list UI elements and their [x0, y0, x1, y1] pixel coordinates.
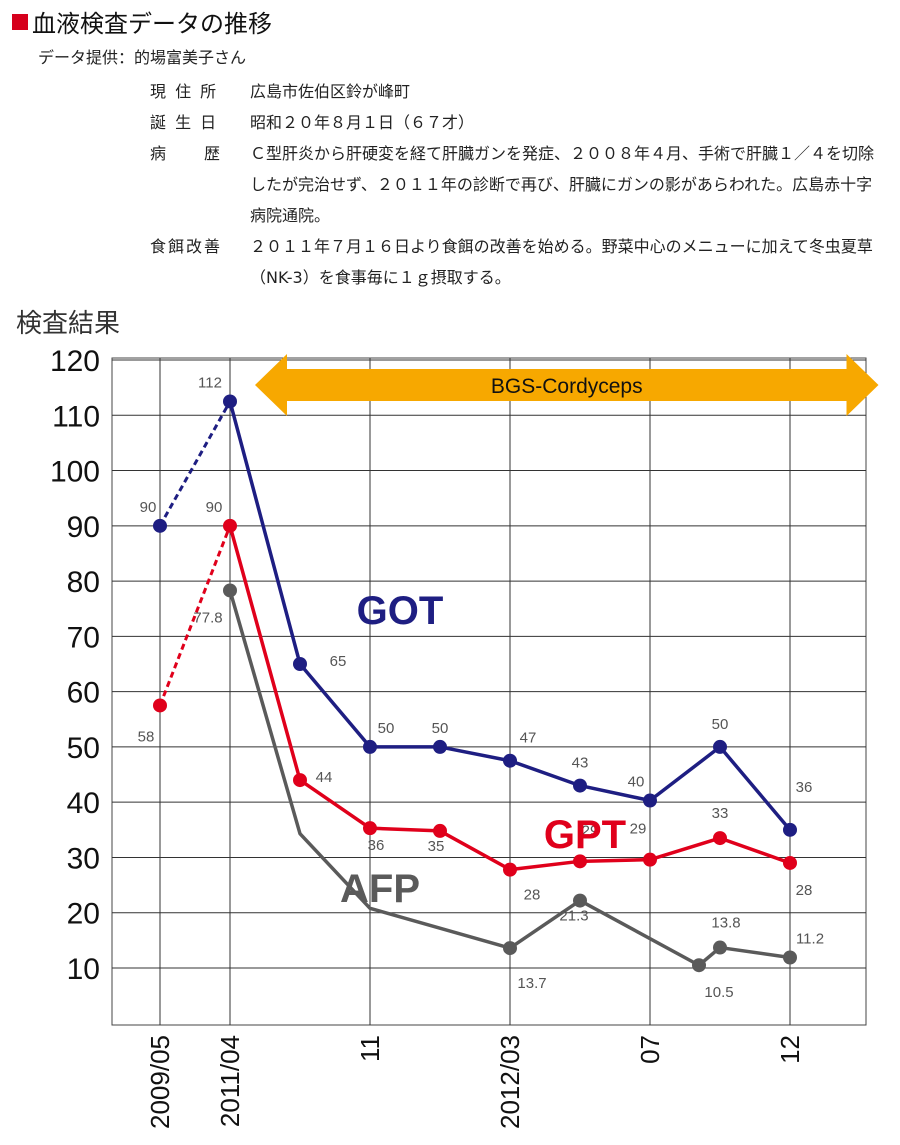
profile-label: 誕 生 日 — [150, 113, 219, 132]
y-tick-label: 10 — [67, 953, 100, 986]
data-provider: データ提供：的場富美子さん — [38, 48, 247, 67]
data-label: 47 — [520, 730, 537, 747]
data-label: 40 — [628, 774, 645, 791]
series-dashed-segment — [158, 400, 232, 527]
chart-title-block: 血液検査データの推移 — [12, 4, 272, 39]
profile-label: 病 歴 — [150, 144, 223, 163]
data-point — [573, 854, 587, 869]
data-label: 90 — [140, 499, 157, 516]
annotation-arrow — [255, 354, 879, 416]
data-point — [223, 583, 237, 598]
data-point — [783, 950, 797, 965]
data-label: 13.8 — [711, 915, 740, 932]
data-label: 112 — [198, 374, 222, 391]
y-tick-label: 110 — [52, 400, 100, 433]
data-label: 50 — [432, 720, 449, 737]
annotation-label: BGS-Cordyceps — [491, 375, 643, 398]
data-point — [293, 773, 307, 788]
profile-row-history: 病 歴 Ｃ型肝炎から肝硬変を経て肝臓ガンを発症、２００８年４月、手術で肝臓１／４… — [150, 138, 880, 231]
data-point — [503, 862, 517, 877]
data-label: 33 — [712, 805, 729, 822]
data-label: 43 — [572, 755, 589, 772]
data-label: 36 — [796, 779, 813, 796]
series-dashed-segment — [158, 525, 232, 706]
series-name-label: GPT — [544, 813, 626, 857]
data-point — [503, 941, 517, 956]
profile-value: ２０１１年７月１６日より食餌の改善を始める。野菜中心のメニューに加えて冬虫夏草（… — [250, 237, 873, 287]
data-point — [153, 698, 167, 713]
y-tick-label: 70 — [67, 621, 100, 654]
profile-row-birthday: 誕 生 日 昭和２０年８月１日（６７才） — [150, 107, 880, 138]
data-label: 36 — [368, 837, 385, 854]
data-label: 50 — [378, 720, 395, 737]
y-tick-label: 90 — [67, 511, 100, 544]
section-title: 検査結果 — [16, 309, 121, 339]
data-point — [223, 394, 237, 409]
data-label: 10.5 — [704, 984, 733, 1001]
series-name-label: AFP — [340, 867, 420, 911]
x-tick-label: 07 — [635, 1035, 665, 1064]
data-point — [363, 739, 377, 754]
data-point — [153, 518, 167, 533]
y-tick-label: 50 — [67, 732, 100, 765]
data-label: 21.3 — [559, 908, 588, 925]
data-point — [643, 852, 657, 867]
profile-value: Ｃ型肝炎から肝硬変を経て肝臓ガンを発症、２００８年４月、手術で肝臓１／４を切除し… — [250, 144, 875, 225]
data-point — [713, 739, 727, 754]
profile-row-address: 現 住 所 広島市佐伯区鈴が峰町 — [150, 76, 880, 107]
data-label: 35 — [428, 838, 445, 855]
y-tick-label: 80 — [67, 566, 100, 599]
x-tick-label: 2009/05 — [145, 1035, 175, 1129]
data-label: 77.8 — [193, 609, 222, 626]
data-point — [503, 753, 517, 768]
data-label: 65 — [330, 653, 347, 670]
profile-value: 広島市佐伯区鈴が峰町 — [250, 82, 411, 101]
y-tick-label: 40 — [67, 787, 100, 820]
data-point — [433, 739, 447, 754]
profile-label: 現 住 所 — [150, 82, 219, 101]
data-label: 29 — [630, 821, 647, 838]
data-point — [783, 855, 797, 870]
series-name-label: GOT — [357, 589, 444, 633]
y-tick-label: 60 — [67, 677, 100, 710]
profile-label: 食餌改善 — [150, 237, 223, 256]
data-point — [713, 831, 727, 846]
data-point — [573, 778, 587, 793]
data-point — [363, 821, 377, 836]
y-tick-label: 30 — [67, 842, 100, 875]
data-label: 11.2 — [796, 930, 824, 947]
y-tick-label: 20 — [67, 898, 100, 931]
profile-info: 現 住 所 広島市佐伯区鈴が峰町 誕 生 日 昭和２０年８月１日（６７才） 病 … — [150, 76, 880, 293]
page-title: 血液検査データの推移 — [32, 10, 272, 38]
data-point — [643, 793, 657, 808]
data-label: 28 — [796, 882, 813, 899]
data-label: 58 — [138, 728, 155, 745]
data-label: 44 — [316, 769, 333, 786]
data-point — [573, 893, 587, 908]
data-point — [293, 657, 307, 671]
x-tick-label: 2012/03 — [495, 1035, 525, 1129]
y-tick-label: 100 — [50, 456, 100, 489]
data-label: 29 — [582, 822, 599, 839]
x-tick-label: 11 — [355, 1035, 385, 1062]
x-tick-label: 12 — [775, 1035, 805, 1064]
data-label: 28 — [524, 887, 541, 904]
profile-row-diet: 食餌改善 ２０１１年７月１６日より食餌の改善を始める。野菜中心のメニューに加えて… — [150, 231, 880, 293]
data-label: 50 — [712, 716, 729, 733]
y-tick-label: 120 — [50, 345, 100, 378]
data-point — [692, 958, 706, 973]
profile-value: 昭和２０年８月１日（６７才） — [250, 113, 475, 132]
data-label: 90 — [206, 499, 223, 516]
x-tick-label: 2011/04 — [215, 1035, 245, 1127]
data-point — [783, 822, 797, 837]
data-label: 13.7 — [517, 975, 546, 992]
data-point — [223, 518, 237, 533]
data-point — [713, 940, 727, 955]
data-point — [433, 823, 447, 838]
title-marker-icon — [12, 13, 28, 30]
